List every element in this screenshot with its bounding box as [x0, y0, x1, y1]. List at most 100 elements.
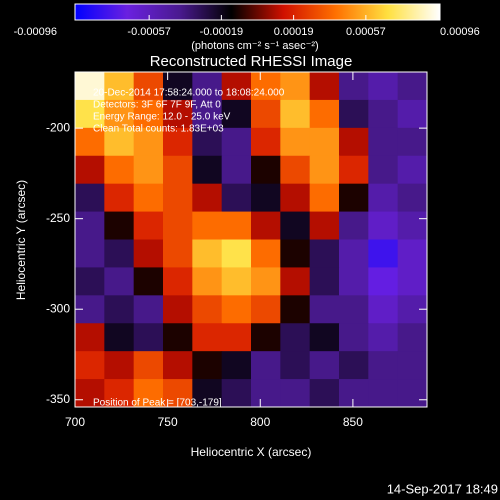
image-cell: [280, 267, 311, 296]
image: [75, 72, 428, 408]
image-cell: [221, 323, 252, 352]
image-cell: [251, 379, 281, 408]
image-cell: [251, 72, 281, 101]
image-cell: [251, 155, 281, 185]
image-cell: [280, 127, 311, 157]
image-cell: [397, 155, 428, 185]
x-tick-label: 750: [158, 415, 178, 429]
annotation: 20-Dec-2014 17:58:24.000 to 18:08:24.000: [93, 88, 285, 99]
image-cell: [192, 239, 223, 268]
image-cell: [133, 379, 164, 408]
annotation: Energy Range: 12.0 - 25.0 keV: [93, 112, 231, 123]
image-cell: [133, 295, 164, 324]
image-cell: [192, 379, 223, 408]
image-cell: [163, 211, 193, 240]
image-cell: [104, 183, 135, 213]
image-cell: [221, 267, 252, 296]
image-cell: [397, 323, 428, 352]
image-cell: [133, 127, 164, 157]
image-cell: [309, 323, 340, 352]
y-tick-label: -200: [46, 120, 70, 134]
image-cell: [309, 351, 340, 380]
image-cell: [339, 379, 369, 408]
image-cell: [251, 351, 281, 380]
image-cell: [368, 295, 399, 324]
annotation: Detectors: 3F 6F 7F 9F, Att 0: [93, 100, 221, 111]
image-cell: [397, 239, 428, 268]
image-cell: [133, 239, 164, 268]
image-cell: [192, 155, 223, 185]
image-cell: [309, 211, 340, 240]
image-cell: [104, 99, 135, 129]
image-cell: [163, 295, 193, 324]
image-cell: [163, 155, 193, 185]
image-cell: [221, 99, 252, 129]
image-cell: [368, 323, 399, 352]
image-cell: [221, 127, 252, 157]
image-cell: [397, 379, 428, 408]
colorbar-tick-label: 0.00019: [274, 26, 314, 38]
image-cell: [309, 183, 340, 213]
image-cell: [104, 295, 135, 324]
image-cell: [251, 127, 281, 157]
x-axis-label: Heliocentric X (arcsec): [191, 445, 312, 459]
image-cell: [397, 99, 428, 129]
image-cell: [280, 72, 311, 101]
image-cell: [192, 267, 223, 296]
image-cell: [280, 99, 311, 129]
image-cell: [133, 72, 164, 101]
image-cell: [251, 323, 281, 352]
image-cell: [339, 267, 369, 296]
image-cell: [368, 72, 399, 101]
image-cell: [251, 99, 281, 129]
image-cell: [309, 99, 340, 129]
image-cell: [163, 351, 193, 380]
image-cell: [192, 72, 223, 101]
image-cell: [251, 183, 281, 213]
image-cell: [397, 351, 428, 380]
image-cell: [397, 211, 428, 240]
image-cell: [75, 351, 105, 380]
image-cell: [163, 183, 193, 213]
image-cell: [221, 351, 252, 380]
image-cell: [368, 183, 399, 213]
image-cell: [397, 72, 428, 101]
x-tick-label: 700: [65, 415, 85, 429]
annotation: Clean Total counts: 1.83E+03: [93, 124, 224, 135]
y-tick-label: -250: [46, 211, 70, 225]
image-cell: [309, 295, 340, 324]
image-cell: [309, 72, 340, 101]
image-cell: [221, 183, 252, 213]
x-tick-label: 800: [250, 415, 270, 429]
image-cell: [280, 155, 311, 185]
image-cell: [221, 239, 252, 268]
image-cell: [75, 323, 105, 352]
image-cell: [192, 183, 223, 213]
plot-frame: [74, 71, 428, 408]
y-tick-label: -300: [46, 301, 70, 315]
image-cell: [251, 267, 281, 296]
image-cell: [163, 99, 193, 129]
image-cell: [339, 127, 369, 157]
image-cell: [133, 211, 164, 240]
image-cell: [75, 379, 105, 408]
image-cell: [368, 351, 399, 380]
image-cell: [221, 295, 252, 324]
image-cell: [339, 99, 369, 129]
image-cell: [163, 267, 193, 296]
image-cell: [280, 183, 311, 213]
image-cell: [163, 323, 193, 352]
image-cell: [280, 351, 311, 380]
image-cell: [104, 72, 135, 101]
image-cell: [368, 267, 399, 296]
image-cell: [104, 351, 135, 380]
image-cell: [133, 351, 164, 380]
image-cell: [75, 267, 105, 296]
image-cell: [251, 239, 281, 268]
image-cell: [368, 127, 399, 157]
y-tick-label: -350: [46, 392, 70, 406]
y-axis-label: Heliocentric Y (arcsec): [14, 180, 28, 300]
footer: 14-Sep-2017 18:49: [387, 481, 498, 496]
image-cell: [192, 351, 223, 380]
image-cell: [104, 267, 135, 296]
